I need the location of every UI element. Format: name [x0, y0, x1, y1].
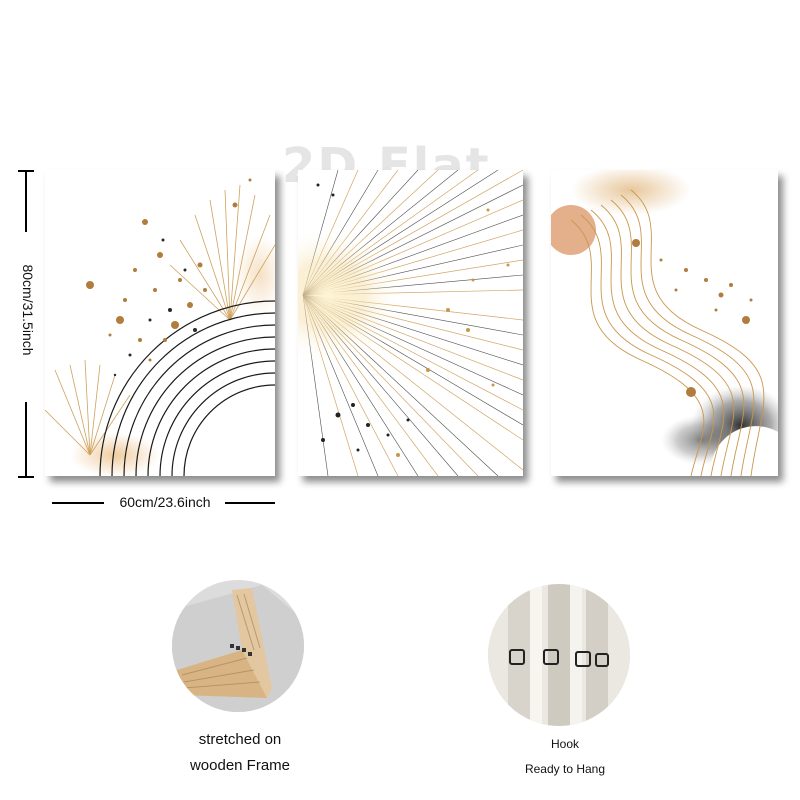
height-dimension-label: 80cm/31.5inch — [20, 264, 36, 356]
height-dimension-line-bottom — [25, 402, 27, 476]
width-dimension-line-left — [52, 502, 104, 504]
right-panel-art — [551, 170, 778, 476]
height-dimension-cap-top — [18, 170, 34, 172]
hook-detail-photo — [488, 584, 630, 726]
hook-caption-line1: Hook — [550, 737, 579, 751]
left-panel-art — [45, 178, 275, 476]
wooden-frame-detail-photo — [172, 580, 304, 712]
right-canvas-panel — [551, 170, 778, 476]
middle-panel-art — [298, 170, 523, 476]
hook-caption-line2: Ready to Hang — [524, 762, 606, 776]
width-dimension-line-right — [225, 502, 275, 504]
middle-canvas-panel — [298, 170, 523, 476]
height-dimension-cap-bottom — [18, 476, 34, 478]
left-canvas-panel — [45, 170, 275, 476]
height-dimension-line-top — [25, 170, 27, 232]
width-dimension-label: 60cm/23.6inch — [119, 494, 211, 510]
frame-caption-line1: stretched on — [198, 731, 282, 748]
frame-caption-line2: wooden Frame — [189, 757, 291, 774]
